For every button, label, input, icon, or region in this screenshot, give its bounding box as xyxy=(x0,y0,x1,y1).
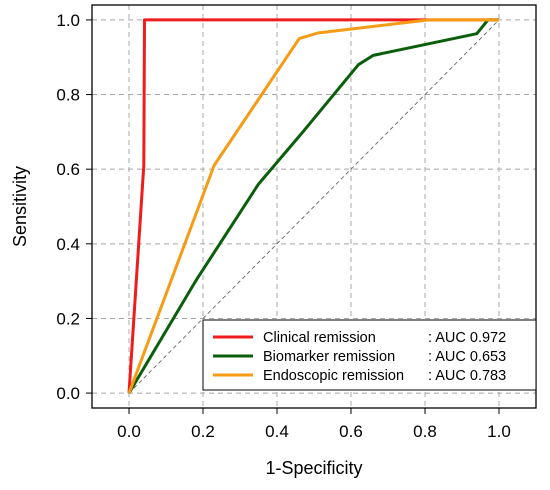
legend-label-biomarker: Biomarker remission xyxy=(263,349,395,365)
legend-auc-endoscopic: : AUC 0.783 xyxy=(428,368,506,384)
y-tick-label: 0.0 xyxy=(56,384,80,403)
y-tick-label: 0.6 xyxy=(56,160,80,179)
x-tick-label: 0.4 xyxy=(265,422,289,441)
x-axis-title: 1-Specificity xyxy=(265,458,362,478)
series-line-biomarker xyxy=(127,18,499,394)
x-tick-label: 0.0 xyxy=(117,422,141,441)
axis-ticks: 0.0 0.2 0.4 0.6 0.8 1.0 0.0 0.2 0.4 0.6 0.8 1.0 xyxy=(56,11,510,441)
y-axis-title: Sensitivity xyxy=(10,166,30,247)
x-tick-label: 1.0 xyxy=(487,422,511,441)
legend-auc-biomarker: : AUC 0.653 xyxy=(428,349,506,365)
y-tick-label: 0.4 xyxy=(56,235,80,254)
series-line-endoscopic xyxy=(127,18,499,394)
series-lines xyxy=(127,18,499,394)
legend-label-clinical: Clinical remission xyxy=(263,330,376,346)
reference-diagonal xyxy=(128,19,500,394)
x-tick-label: 0.2 xyxy=(191,422,215,441)
legend-auc-clinical: : AUC 0.972 xyxy=(428,330,506,346)
y-tick-label: 0.8 xyxy=(56,86,80,105)
legend-box xyxy=(202,319,537,391)
x-tick-label: 0.8 xyxy=(413,422,437,441)
plot-frame xyxy=(91,4,537,409)
legend: Clinical remission : AUC 0.972 Biomarker… xyxy=(202,319,537,391)
y-tick-label: 0.2 xyxy=(56,309,80,328)
x-tick-label: 0.6 xyxy=(339,422,363,441)
legend-label-endoscopic: Endoscopic remission xyxy=(263,368,404,384)
y-tick-label: 1.0 xyxy=(56,11,80,30)
